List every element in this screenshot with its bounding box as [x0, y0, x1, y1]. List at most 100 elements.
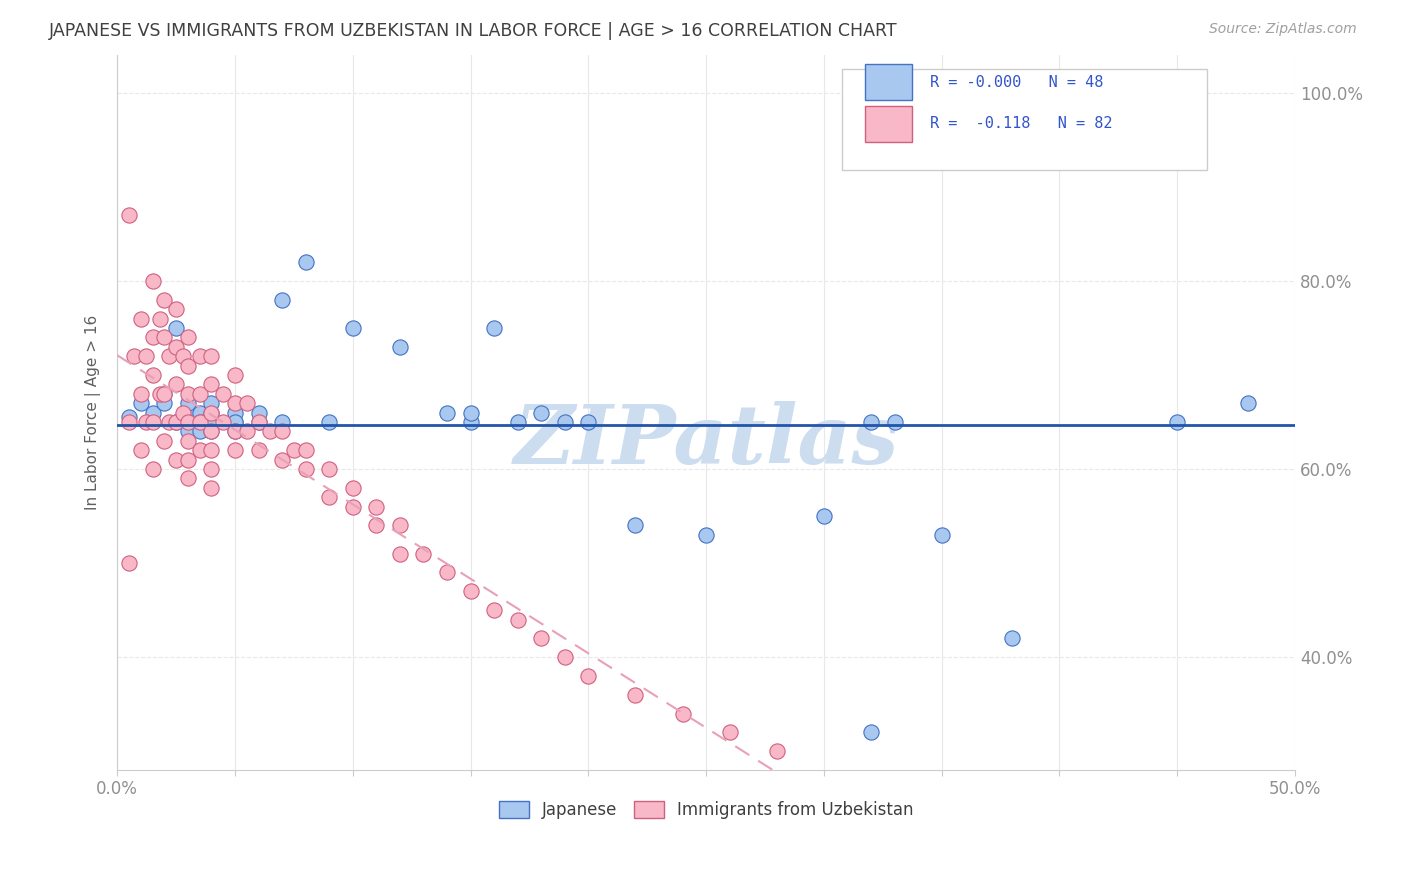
Point — [283, 443, 305, 458]
Point — [165, 321, 187, 335]
Point — [165, 452, 187, 467]
Point — [165, 340, 187, 354]
Point — [294, 443, 316, 458]
Point — [200, 406, 222, 420]
Point — [271, 425, 294, 439]
Point — [247, 415, 270, 429]
Point — [576, 669, 599, 683]
Point — [177, 330, 200, 344]
Point — [129, 386, 152, 401]
Point — [671, 706, 693, 721]
Point — [247, 415, 270, 429]
Point — [177, 396, 200, 410]
Point — [200, 443, 222, 458]
FancyBboxPatch shape — [842, 70, 1206, 169]
Point — [554, 415, 576, 429]
Point — [318, 415, 340, 429]
Point — [318, 462, 340, 476]
Point — [157, 349, 180, 363]
Point — [460, 584, 482, 599]
Point — [200, 349, 222, 363]
Point — [236, 396, 259, 410]
Point — [506, 613, 529, 627]
Point — [436, 406, 458, 420]
Point — [200, 425, 222, 439]
Point — [860, 415, 883, 429]
Point — [1166, 415, 1188, 429]
Point — [177, 452, 200, 467]
Point — [177, 406, 200, 420]
Point — [153, 386, 176, 401]
Text: R = -0.000   N = 48: R = -0.000 N = 48 — [929, 75, 1104, 90]
Point — [860, 725, 883, 739]
Point — [236, 425, 259, 439]
Point — [153, 386, 176, 401]
Point — [342, 321, 364, 335]
Legend: Japanese, Immigrants from Uzbekistan: Japanese, Immigrants from Uzbekistan — [492, 795, 921, 826]
Point — [135, 415, 157, 429]
Point — [1001, 632, 1024, 646]
Point — [624, 688, 647, 702]
Point — [412, 547, 434, 561]
Point — [165, 377, 187, 392]
Point — [142, 330, 165, 344]
Point — [765, 744, 787, 758]
Point — [165, 415, 187, 429]
Point — [172, 406, 194, 420]
Point — [165, 302, 187, 317]
Point — [129, 311, 152, 326]
Point — [460, 415, 482, 429]
Point — [149, 311, 172, 326]
Text: Source: ZipAtlas.com: Source: ZipAtlas.com — [1209, 22, 1357, 37]
Point — [129, 443, 152, 458]
Point — [142, 368, 165, 382]
Point — [388, 340, 411, 354]
Point — [530, 632, 553, 646]
Point — [188, 406, 211, 420]
Point — [813, 509, 835, 524]
Point — [224, 396, 246, 410]
Point — [200, 462, 222, 476]
Point — [188, 386, 211, 401]
Point — [366, 518, 388, 533]
Point — [200, 377, 222, 392]
Point — [142, 274, 165, 288]
Point — [177, 425, 200, 439]
Point — [142, 406, 165, 420]
Point — [342, 481, 364, 495]
Point — [271, 293, 294, 307]
Point — [177, 434, 200, 448]
Point — [188, 415, 211, 429]
Point — [142, 415, 165, 429]
Point — [482, 321, 505, 335]
Point — [931, 528, 953, 542]
Point — [224, 368, 246, 382]
FancyBboxPatch shape — [865, 106, 912, 142]
Point — [153, 330, 176, 344]
Point — [388, 547, 411, 561]
Point — [200, 481, 222, 495]
Point — [165, 415, 187, 429]
Point — [247, 406, 270, 420]
Point — [142, 462, 165, 476]
Point — [366, 500, 388, 514]
Point — [294, 255, 316, 269]
Point — [200, 415, 222, 429]
Point — [212, 415, 235, 429]
Point — [506, 415, 529, 429]
Point — [530, 406, 553, 420]
Point — [177, 359, 200, 373]
Point — [149, 386, 172, 401]
Point — [135, 349, 157, 363]
Point — [118, 415, 141, 429]
Point — [153, 434, 176, 448]
Point — [436, 566, 458, 580]
Point — [118, 208, 141, 222]
Y-axis label: In Labor Force | Age > 16: In Labor Force | Age > 16 — [86, 315, 101, 510]
Point — [388, 518, 411, 533]
Point — [259, 425, 281, 439]
Point — [460, 406, 482, 420]
Point — [576, 415, 599, 429]
Point — [177, 471, 200, 485]
Text: ZIPatlas: ZIPatlas — [513, 401, 898, 481]
